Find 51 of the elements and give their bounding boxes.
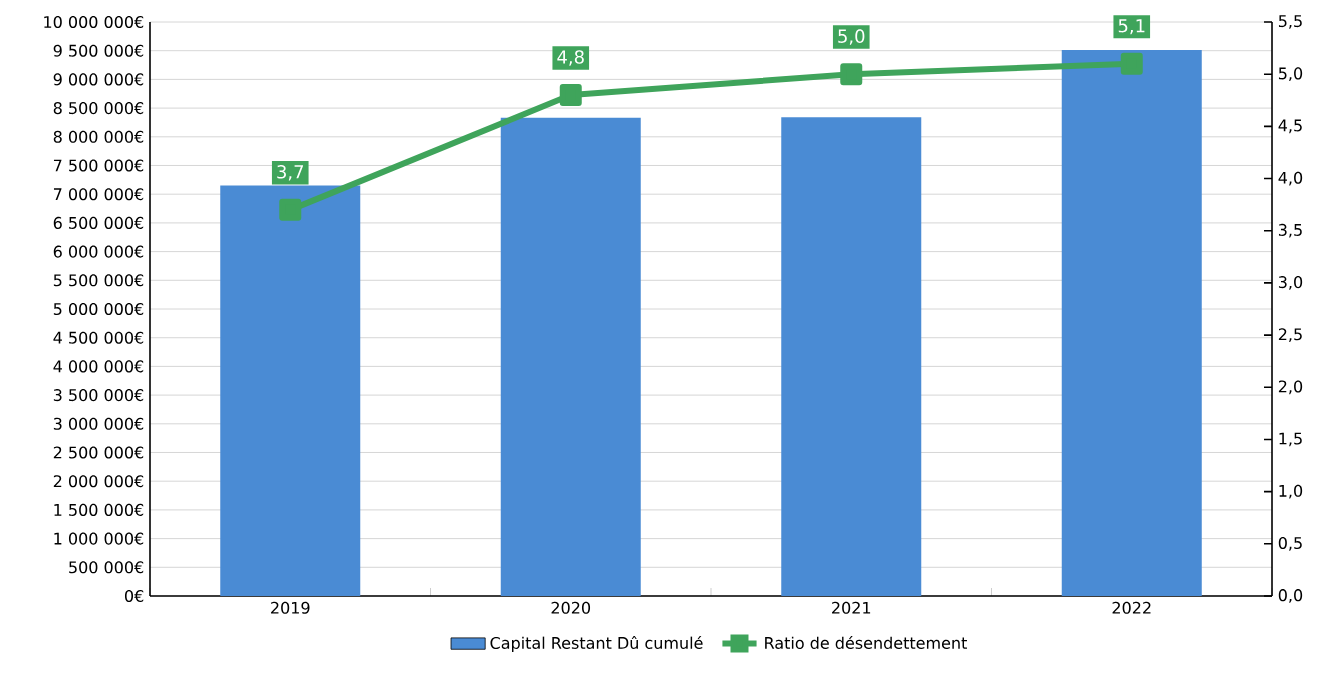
y-tick-label: 7 500 000€ — [53, 159, 144, 172]
point — [840, 63, 863, 86]
point — [559, 84, 582, 107]
data-label: 3,7 — [277, 165, 304, 181]
y2-tick-label: 4,5 — [1278, 119, 1302, 134]
bar — [220, 185, 361, 596]
point — [1120, 52, 1143, 75]
y2-tick-label: 5,0 — [1278, 67, 1303, 82]
y2-tick-label: 1,0 — [1279, 484, 1303, 499]
x-tick-label: 2022 — [1112, 601, 1151, 614]
x-tick-label: 2020 — [551, 601, 591, 614]
data-label: 5,0 — [838, 29, 865, 45]
y-tick-label: 9 000 000€ — [53, 73, 144, 86]
y-tick-label: 6 000 000€ — [53, 245, 144, 258]
y-tick-label: 4 500 000€ — [53, 331, 144, 344]
y2-tick-label: 0,0 — [1278, 589, 1303, 603]
y2-tick-label: 2,5 — [1278, 328, 1302, 342]
y2-tick-label: 1,5 — [1279, 432, 1302, 447]
data-label: 5,1 — [1118, 19, 1145, 35]
y2-tick-label: 2,0 — [1278, 380, 1303, 395]
y2-tick-label: 3,5 — [1278, 223, 1302, 238]
y-tick-label: 3 500 000€ — [53, 389, 144, 402]
y2-tick-label: 0,5 — [1278, 536, 1302, 551]
y-tick-label: 6 500 000€ — [53, 216, 144, 229]
bar — [781, 117, 922, 596]
y2-tick-label: 3,0 — [1278, 276, 1303, 290]
y-tick-label: 5 000 000€ — [53, 302, 144, 316]
y-tick-label: 0€ — [124, 589, 144, 603]
y-tick-label: 10 000 000€ — [44, 15, 144, 29]
y-tick-label: 5 500 000€ — [53, 274, 144, 287]
bar — [500, 117, 641, 596]
y-tick-label: 9 500 000€ — [53, 44, 144, 57]
y-tick-label: 8 500 000€ — [53, 102, 144, 115]
bar — [1061, 50, 1202, 596]
y-tick-label: 2 000 000€ — [53, 475, 144, 488]
y-tick-label: 4 000 000€ — [53, 360, 144, 373]
y-tick-label: 1 000 000€ — [54, 532, 144, 545]
y2-tick-label: 5,5 — [1278, 15, 1302, 29]
y-tick-label: 3 000 000€ — [53, 417, 144, 430]
data-label: 4,8 — [557, 50, 584, 66]
y-tick-label: 8 000 000€ — [53, 130, 144, 143]
y-tick-label: 2 500 000€ — [53, 446, 144, 459]
legend-label: Capital Restant Dû cumulé — [490, 635, 703, 653]
x-tick-label: 2021 — [832, 601, 871, 614]
point — [279, 198, 302, 221]
y-tick-label: 500 000€ — [69, 561, 144, 574]
legend-label: Ratio de désendettement — [765, 635, 967, 649]
y2-tick-label: 4,0 — [1278, 171, 1303, 186]
y-tick-label: 7 000 000€ — [53, 188, 144, 201]
y-tick-label: 1 500 000€ — [54, 503, 144, 516]
x-tick-label: 2019 — [271, 601, 310, 614]
